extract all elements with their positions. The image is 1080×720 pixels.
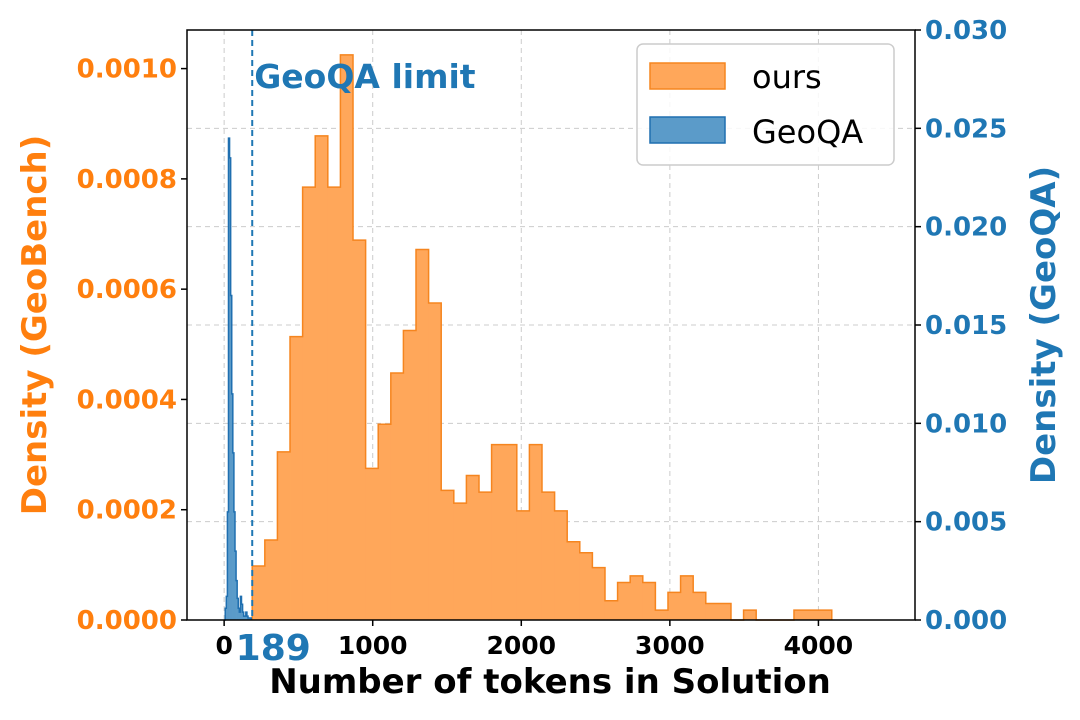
hist-bar-geoqa [239, 612, 241, 620]
hist-bar-ours [667, 592, 681, 620]
hist-bar-ours [428, 302, 442, 620]
hist-bar-geoqa [229, 157, 232, 621]
right-tick-label: 0.010 [925, 409, 1007, 439]
legend-swatch-geoqa [649, 116, 726, 144]
hist-bar-ours [806, 610, 820, 620]
hist-bar-geoqa [249, 618, 251, 620]
hist-bar-geoqa [230, 295, 233, 620]
hist-bar-ours [264, 540, 278, 620]
geoqa-limit-label: GeoQA limit [254, 57, 476, 96]
hist-bar-ours [680, 575, 694, 620]
legend: ours GeoQA [636, 43, 895, 166]
hist-bar-geoqa [244, 616, 247, 620]
right-tick-label: 0.015 [925, 311, 1007, 341]
right-tick-label: 0.025 [925, 114, 1007, 144]
hist-bar-ours [504, 444, 518, 620]
hist-bar-ours [390, 372, 404, 620]
hist-bar-ours [290, 336, 304, 620]
hist-bar-ours [403, 330, 417, 620]
hist-bar-geoqa [232, 452, 235, 620]
right-tick-label: 0.020 [925, 213, 1007, 243]
left-axis-ticks: 0.0000 0.0002 0.0004 0.0006 0.0008 0.0010 [77, 55, 187, 636]
hist-bar-geoqa [238, 608, 240, 620]
hist-bar-ours [617, 582, 631, 620]
left-tick-label: 0.0004 [77, 385, 177, 415]
hist-bar-ours [416, 249, 430, 620]
hist-bar-geoqa [248, 618, 250, 620]
series-geoqa [224, 137, 253, 621]
hist-bar-ours [529, 444, 543, 620]
x-tick-label: 0 [215, 631, 232, 660]
left-axis-title: Density (GeoBench) [15, 135, 55, 516]
hist-bar-ours [353, 240, 367, 620]
hist-bar-geoqa [236, 580, 238, 620]
left-tick-label: 0.0008 [77, 165, 177, 195]
hist-outline-ours [251, 54, 833, 621]
hist-bar-ours [252, 565, 266, 620]
left-tick-label: 0.0006 [77, 275, 177, 305]
hist-bar-geoqa [231, 393, 234, 620]
hist-bar-ours [604, 600, 618, 620]
legend-label-geoqa: GeoQA [752, 113, 863, 151]
hist-bar-ours [340, 54, 354, 620]
hist-bar-ours [327, 187, 341, 620]
x-tick-label: 2000 [486, 631, 556, 660]
hist-bar-ours [554, 510, 568, 620]
hist-bar-ours [793, 610, 807, 620]
hist-bar-ours [479, 492, 493, 620]
hist-bar-ours [693, 592, 707, 620]
hist-bar-ours [567, 541, 581, 620]
hist-bar-ours [819, 610, 833, 620]
hist-bar-ours [466, 475, 480, 620]
hist-bar-ours [302, 187, 316, 620]
hist-bar-ours [491, 444, 505, 620]
right-axis-title: Density (GeoQA) [1024, 166, 1064, 484]
hist-bar-ours [630, 575, 644, 620]
x-tick-label: 4000 [784, 631, 854, 660]
legend-swatch-ours [649, 62, 726, 90]
right-axis-ticks: 0.000 0.005 0.010 0.015 0.020 0.025 0.030 [915, 16, 1007, 636]
geoqa-limit-annotation: GeoQA limit 189 [236, 30, 476, 669]
hist-bar-ours [579, 552, 593, 620]
left-tick-label: 0.0000 [77, 606, 177, 636]
x-axis-title: Number of tokens in Solution [269, 662, 831, 702]
x-tick-label: 1000 [338, 631, 408, 660]
hist-bar-geoqa [233, 511, 236, 620]
hist-bar-ours [642, 582, 656, 620]
hist-bar-ours [441, 490, 455, 620]
hist-bar-ours [453, 503, 467, 620]
right-tick-label: 0.000 [925, 606, 1007, 636]
hist-bar-geoqa [243, 616, 246, 620]
legend-label-ours: ours [752, 58, 822, 96]
geoqa-limit-tick-label: 189 [236, 628, 311, 669]
x-tick-label: 3000 [635, 631, 705, 660]
hist-bar-ours [378, 424, 392, 620]
hist-bar-ours [365, 468, 379, 620]
hist-bar-ours [277, 451, 291, 620]
hist-bar-ours [315, 135, 329, 621]
hist-bar-geoqa [234, 551, 237, 620]
hist-bar-geoqa [237, 598, 239, 620]
hist-bar-ours [743, 610, 757, 620]
hist-bar-ours [592, 567, 606, 620]
x-axis-ticks: 0 1000 2000 3000 4000 [215, 620, 853, 660]
right-tick-label: 0.030 [925, 16, 1007, 46]
hist-bar-ours [718, 603, 732, 620]
hist-bar-ours [655, 610, 669, 620]
hist-bar-ours [705, 603, 719, 620]
hist-outline-geoqa [224, 137, 253, 621]
series-ours [251, 54, 833, 621]
left-tick-label: 0.0002 [77, 496, 177, 526]
hist-bar-ours [541, 492, 555, 620]
hist-bar-ours [516, 510, 530, 620]
left-tick-label: 0.0010 [77, 55, 177, 85]
right-tick-label: 0.005 [925, 508, 1007, 538]
